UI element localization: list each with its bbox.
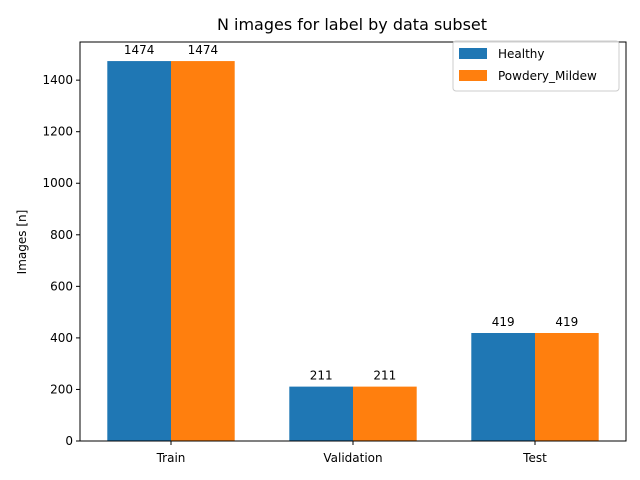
bar-healthy-validation: [289, 386, 353, 441]
chart-title: N images for label by data subset: [217, 15, 487, 34]
legend-swatch-powdery-mildew: [459, 70, 487, 81]
legend: Healthy Powdery_Mildew: [452, 40, 620, 92]
data-label: 211: [310, 369, 333, 383]
y-tick-label: 200: [50, 382, 73, 396]
bar-healthy-train: [107, 61, 171, 442]
y-tick-label: 600: [50, 279, 73, 293]
legend-label-healthy: Healthy: [498, 47, 545, 61]
data-label: 1474: [124, 43, 155, 57]
bars-group: [107, 61, 599, 442]
y-tick-label: 1000: [42, 176, 73, 190]
data-labels: 1474 211 419 1474 211 419: [124, 43, 578, 383]
y-axis-label: Images [n]: [15, 210, 29, 275]
x-tick-label: Train: [156, 451, 186, 465]
data-label: 1474: [188, 43, 219, 57]
data-label: 419: [492, 315, 515, 329]
y-tick-label: 400: [50, 331, 73, 345]
bar-healthy-test: [471, 333, 535, 441]
bar-powdery-mildew-train: [171, 61, 235, 442]
y-tick-label: 1400: [42, 73, 73, 87]
legend-swatch-healthy: [459, 48, 487, 59]
x-ticks: Train Validation Test: [156, 441, 547, 465]
bar-powdery-mildew-test: [535, 333, 599, 441]
y-tick-label: 800: [50, 228, 73, 242]
y-tick-label: 0: [65, 434, 73, 448]
bar-powdery-mildew-validation: [353, 386, 417, 441]
data-label: 211: [373, 369, 396, 383]
legend-box: [452, 40, 620, 92]
data-label: 419: [555, 315, 578, 329]
legend-label-powdery-mildew: Powdery_Mildew: [498, 69, 597, 83]
x-tick-label: Validation: [323, 451, 382, 465]
plot-frame: [79, 41, 627, 442]
y-ticks: 0 200 400 600 800 1000 1200 1400: [42, 73, 80, 448]
x-tick-label: Test: [522, 451, 547, 465]
y-tick-label: 1200: [42, 125, 73, 139]
